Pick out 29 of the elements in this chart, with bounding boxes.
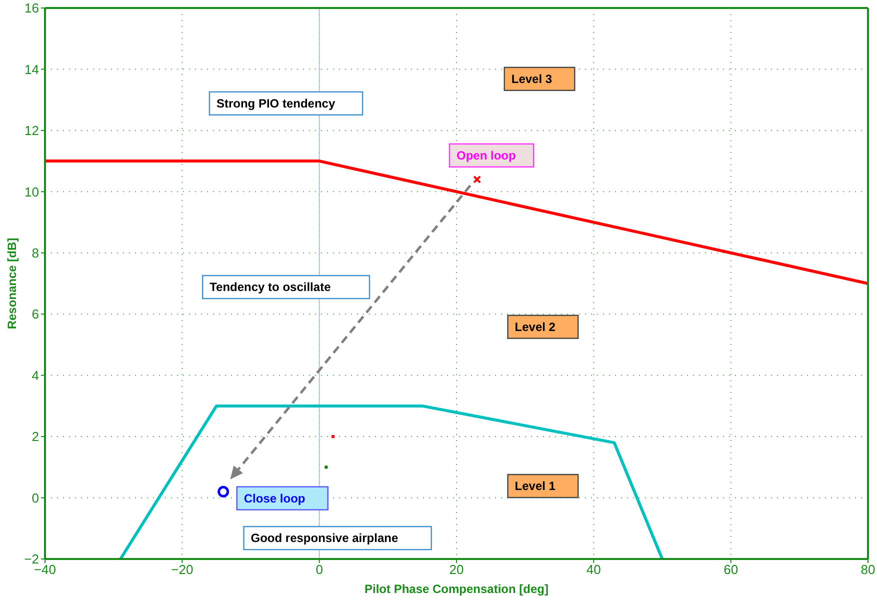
point [473,175,482,184]
annotation: Open loop [456,148,516,162]
annotation: Level 2 [514,320,556,334]
x-tick-label: 60 [724,562,738,578]
annotation: Level 3 [511,72,552,86]
y-tick-label: 14 [24,62,39,77]
annotation: Strong PIO tendency [216,96,336,110]
point [332,435,335,438]
annotation: Close loop [244,491,306,506]
y-tick-label: 6 [32,306,39,322]
y-tick-label: 12 [24,123,39,138]
x-tick-label: 0 [316,562,323,578]
y-tick-label: 0 [32,490,39,506]
x-tick-label: 40 [586,562,601,578]
y-tick-label: 10 [24,184,39,200]
x-tick-label: −20 [171,562,194,578]
x-tick-label: 20 [449,562,464,578]
y-axis-title: Resonance [dB] [5,238,19,330]
y-tick-label: 2 [32,429,39,444]
point [324,466,328,469]
y-tick-label: 16 [24,0,39,16]
y-tick-label: 8 [32,246,39,261]
point [218,486,230,498]
annotation: Good responsive airplane [250,531,398,546]
annotation: Tendency to oscillate [210,280,332,294]
annotation: Level 1 [514,479,556,494]
x-tick-label: 80 [860,562,876,578]
x-axis-title: Pilot Phase Compensation [deg] [364,582,549,596]
y-tick-label: 4 [32,368,39,383]
